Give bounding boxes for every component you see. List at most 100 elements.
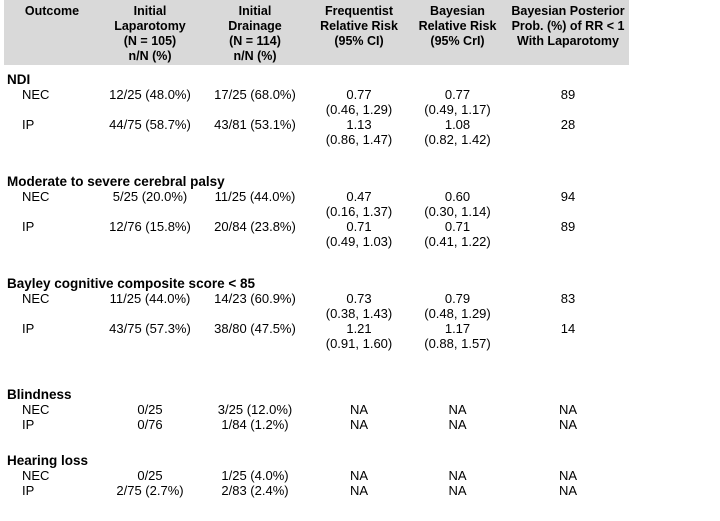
cell-bayesian-rr: 0.71 (0.41, 1.22) [408,219,507,249]
cell-frequentist-rr: NA [310,468,408,483]
cell-drainage: 38/80 (47.5%) [214,321,296,336]
cell-frequentist-rr: NA [310,417,408,432]
row-label: IP [22,483,35,498]
rr-value: NA [349,483,369,498]
rr-value: 1.21 [346,321,372,336]
rr-ci: (0.82, 1.42) [424,132,491,147]
table-row: NEC 11/25 (44.0%) 14/23 (60.9%) 0.73 (0.… [4,291,629,321]
table-row: NEC 0/25 1/25 (4.0%) NA NA NA [4,468,629,483]
cell-drainage: 20/84 (23.8%) [214,219,296,234]
cell-posterior-prob: 89 [560,87,576,102]
section-title: Moderate to severe cerebral palsy [7,174,225,189]
rr-ci: (0.48, 1.29) [424,306,491,321]
cell-drainage: 2/83 (2.4%) [221,483,289,498]
cell-drainage: 11/25 (44.0%) [214,189,296,204]
header-line: n/N (%) [233,49,277,63]
row-label: NEC [22,291,50,306]
rr-value: 0.71 [346,219,372,234]
cell-laparotomy: 0/76 [137,417,163,432]
cell-frequentist-rr: 1.13 (0.86, 1.47) [310,117,408,147]
header-line: Drainage [228,19,282,33]
cell-frequentist-rr: 0.71 (0.49, 1.03) [310,219,408,249]
table-row: IP 43/75 (57.3%) 38/80 (47.5%) 1.21 (0.9… [4,321,629,351]
cell-frequentist-rr: 1.21 (0.91, 1.60) [310,321,408,351]
cell-bayesian-rr: 0.60 (0.30, 1.14) [408,189,507,219]
rr-value: 0.73 [346,291,372,306]
header-line: Outcome [24,4,80,18]
cell-frequentist-rr: NA [310,402,408,417]
rr-value: NA [448,468,467,483]
row-label: IP [22,219,35,234]
cell-drainage: 14/23 (60.9%) [214,291,296,306]
header-line: Initial [238,4,272,18]
rr-ci: (0.49, 1.03) [325,234,393,249]
rr-value: 0.79 [444,291,471,306]
cell-drainage: 43/81 (53.1%) [214,117,296,132]
rr-value: NA [349,402,369,417]
table-header: Outcome Initial Laparotomy (N = 105) n/N… [4,0,629,65]
cell-bayesian-rr: NA [408,402,507,417]
row-label: NEC [22,87,50,102]
cell-posterior-prob: NA [558,402,578,417]
cell-bayesian-rr: NA [408,468,507,483]
header-line: Bayesian Posterior [511,4,625,18]
rr-ci: (0.41, 1.22) [424,234,491,249]
header-line: Relative Risk [320,19,398,33]
cell-posterior-prob: NA [558,483,578,498]
cell-bayesian-rr: NA [408,483,507,498]
cell-drainage: 1/84 (1.2%) [221,417,289,432]
row-label: IP [22,417,35,432]
cell-frequentist-rr: 0.77 (0.46, 1.29) [310,87,408,117]
header-initial-drainage: Initial Drainage (N = 114) n/N (%) [200,4,310,65]
cell-laparotomy: 12/25 (48.0%) [109,87,191,102]
table-row: IP 44/75 (58.7%) 43/81 (53.1%) 1.13 (0.8… [4,117,629,147]
row-label: NEC [22,402,50,417]
cell-laparotomy: 0/25 [137,468,163,483]
rr-ci: (0.46, 1.29) [325,102,393,117]
cell-posterior-prob: 94 [560,189,576,204]
rr-value: 0.77 [346,87,372,102]
header-line: n/N (%) [128,49,172,63]
header-line: Frequentist [324,4,394,18]
table-row: IP 2/75 (2.7%) 2/83 (2.4%) NA NA NA [4,483,629,498]
rr-value: NA [448,402,467,417]
header-line: With Laparotomy [517,34,619,48]
cell-bayesian-rr: 0.77 (0.49, 1.17) [408,87,507,117]
header-posterior-prob: Bayesian Posterior Prob. (%) of RR < 1 W… [507,4,629,65]
rr-value: 1.17 [444,321,471,336]
section-cerebral-palsy: Moderate to severe cerebral palsy NEC 5/… [0,174,720,249]
header-line: Prob. (%) of RR < 1 [511,19,625,33]
cell-laparotomy: 44/75 (58.7%) [109,117,191,132]
section-title: Bayley cognitive composite score < 85 [7,276,255,291]
rr-ci: (0.91, 1.60) [325,336,393,351]
cell-laparotomy: 11/25 (44.0%) [109,291,191,306]
rr-value: 1.08 [444,117,471,132]
rr-value: NA [349,417,369,432]
rr-value: NA [349,468,369,483]
cell-drainage: 17/25 (68.0%) [214,87,296,102]
row-label: NEC [22,468,50,483]
outcomes-table: Outcome Initial Laparotomy (N = 105) n/N… [0,0,720,498]
rr-ci: (0.38, 1.43) [325,306,393,321]
cell-laparotomy: 12/76 (15.8%) [109,219,191,234]
table-row: IP 0/76 1/84 (1.2%) NA NA NA [4,417,629,432]
row-label: IP [22,117,35,132]
rr-ci: (0.49, 1.17) [424,102,491,117]
cell-frequentist-rr: NA [310,483,408,498]
cell-posterior-prob: NA [558,468,578,483]
rr-ci: (0.30, 1.14) [424,204,491,219]
cell-drainage: 1/25 (4.0%) [221,468,289,483]
table-row: NEC 0/25 3/25 (12.0%) NA NA NA [4,402,629,417]
header-line: Bayesian [430,4,485,18]
table-row: IP 12/76 (15.8%) 20/84 (23.8%) 0.71 (0.4… [4,219,629,249]
header-line: (N = 105) [123,34,177,48]
rr-ci: (0.86, 1.47) [325,132,393,147]
cell-bayesian-rr: NA [408,417,507,432]
cell-frequentist-rr: 0.47 (0.16, 1.37) [310,189,408,219]
cell-laparotomy: 2/75 (2.7%) [116,483,184,498]
header-bayesian-rr: Bayesian Relative Risk (95% CrI) [408,4,507,65]
header-line: (95% CI) [334,34,384,48]
section-hearing-loss: Hearing loss NEC 0/25 1/25 (4.0%) NA NA … [0,453,720,498]
header-line: Relative Risk [418,19,497,33]
rr-ci: (0.16, 1.37) [325,204,393,219]
